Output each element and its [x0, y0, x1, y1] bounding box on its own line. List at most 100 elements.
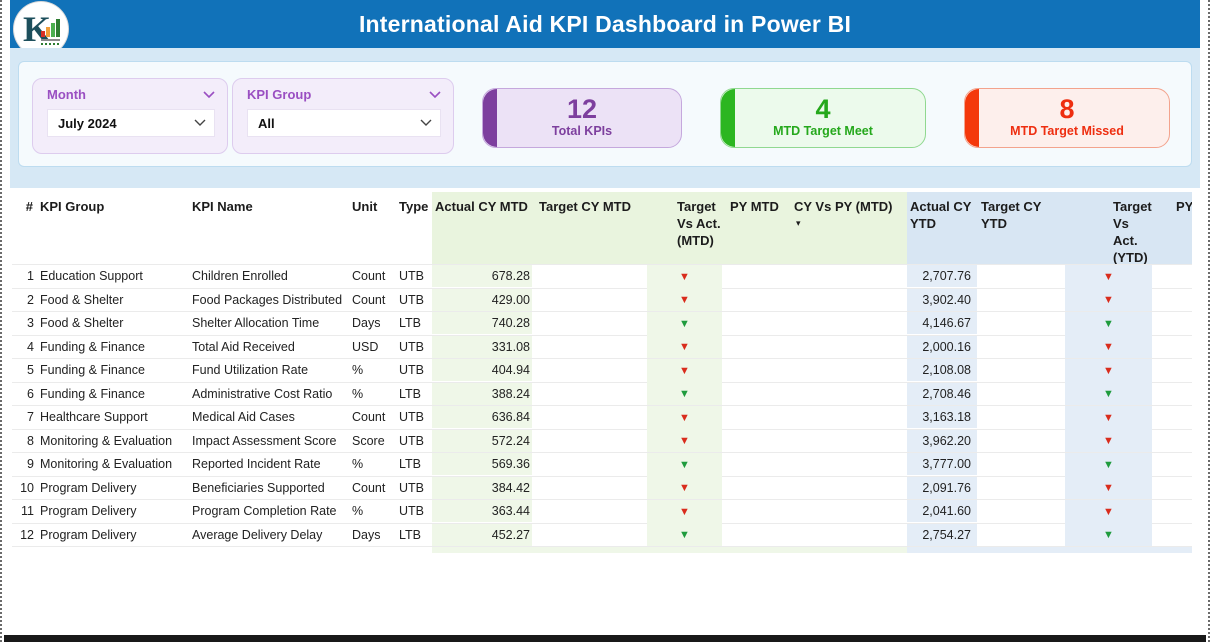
cell-kpi-group: Program Delivery	[40, 504, 137, 519]
down-arrow-icon: ▼	[679, 388, 690, 401]
cell-unit: Days	[352, 527, 381, 542]
down-arrow-icon: ▼	[679, 294, 690, 307]
col-header-num[interactable]: #	[25, 199, 33, 214]
cell-target-vs-act-mtd-indicator: ▼	[647, 335, 722, 359]
cell-row-number: 8	[27, 433, 34, 448]
cell-kpi-group: Food & Shelter	[40, 316, 124, 331]
table-row[interactable]: 2 Food & Shelter Food Packages Distributed…	[12, 287, 1192, 312]
kpi-table-footer	[12, 546, 1192, 553]
table-row[interactable]: 5 Funding & Finance Fund Utilization Rate%…	[12, 358, 1192, 382]
table-row[interactable]: 8 Monitoring & Evaluation Impact Assessmen…	[12, 428, 1192, 453]
cell-target-vs-act-mtd-indicator: ▼	[647, 405, 722, 429]
cell-actual-cy-ytd: 2,754.27	[907, 523, 977, 546]
col-header-kpi-name[interactable]: KPI Name	[192, 199, 253, 214]
col-header-target-vs-act-mtd[interactable]: Target Vs Act. (MTD)	[647, 192, 722, 264]
month-slicer-label: Month	[47, 87, 86, 102]
col-header-type[interactable]: Type	[399, 199, 429, 214]
mtd-target-missed-value: 8	[1059, 94, 1075, 124]
down-arrow-icon: ▼	[679, 529, 690, 542]
down-arrow-icon: ▼	[1103, 411, 1114, 424]
slicer-collapse-icon[interactable]	[203, 90, 215, 99]
mtd-target-meet-value: 4	[815, 94, 831, 124]
cell-actual-cy-ytd: 2,708.46	[907, 382, 977, 405]
col-header-actual-cy-ytd[interactable]: Actual CY YTD	[907, 192, 977, 264]
cell-target-vs-act-ytd-indicator: ▼	[1065, 335, 1152, 359]
cell-kpi-name: Reported Incident Rate	[192, 457, 321, 472]
cell-actual-cy-ytd: 2,000.16	[907, 335, 977, 358]
cell-type: UTB	[399, 269, 424, 284]
table-row[interactable]: 7 Healthcare Support Medical Aid Cases Coun…	[12, 405, 1192, 429]
cell-kpi-name: Food Packages Distributed	[192, 292, 343, 307]
slicer-collapse-icon[interactable]	[429, 90, 441, 99]
cell-row-number: 12	[20, 527, 34, 542]
cell-type: LTB	[399, 527, 421, 542]
cell-kpi-name: Impact Assessment Score	[192, 433, 337, 448]
cell-row-number: 3	[27, 316, 34, 331]
col-header-kpi-group[interactable]: KPI Group	[40, 199, 105, 214]
down-arrow-icon: ▼	[1103, 270, 1114, 283]
cell-actual-cy-ytd: 2,108.08	[907, 359, 977, 382]
cell-kpi-group: Funding & Finance	[40, 363, 145, 378]
down-arrow-icon: ▼	[1103, 482, 1114, 495]
cell-target-vs-act-mtd-indicator: ▼	[647, 311, 722, 335]
cell-target-vs-act-ytd-indicator: ▼	[1065, 476, 1152, 500]
cell-row-number: 5	[27, 363, 34, 378]
cell-unit: Score	[352, 433, 385, 448]
cell-target-vs-act-ytd-indicator: ▼	[1065, 264, 1152, 288]
cell-kpi-name: Beneficiaries Supported	[192, 480, 325, 495]
cell-actual-cy-mtd: 572.24	[432, 429, 532, 452]
cell-actual-cy-ytd: 2,041.60	[907, 500, 977, 523]
down-arrow-icon: ▼	[679, 435, 690, 448]
cell-actual-cy-mtd: 678.28	[432, 265, 532, 288]
kpi-group-slicer: KPI Group All	[232, 78, 454, 154]
cell-target-vs-act-ytd-indicator: ▼	[1065, 523, 1152, 547]
cell-actual-cy-ytd: 3,777.00	[907, 453, 977, 476]
cell-kpi-group: Program Delivery	[40, 527, 137, 542]
table-row[interactable]: 9 Monitoring & Evaluation Reported Inciden…	[12, 452, 1192, 476]
mtd-target-missed-card[interactable]: 8 MTD Target Missed	[964, 88, 1170, 148]
col-header-unit[interactable]: Unit	[352, 199, 378, 214]
cell-unit: %	[352, 457, 364, 472]
mtd-target-missed-label: MTD Target Missed	[1010, 124, 1124, 138]
down-arrow-icon: ▼	[1103, 435, 1114, 448]
table-row[interactable]: 10 Program Delivery Beneficiaries Supporte…	[12, 475, 1192, 500]
cell-target-vs-act-ytd-indicator: ▼	[1065, 405, 1152, 429]
col-header-py-mtd[interactable]: PY MTD	[722, 192, 782, 264]
cell-actual-cy-mtd: 740.28	[432, 312, 532, 335]
month-dropdown-value: July 2024	[58, 115, 117, 131]
cell-type: UTB	[399, 504, 424, 519]
table-row[interactable]: 4 Funding & Finance Total Aid Received USD U…	[12, 334, 1192, 359]
table-row[interactable]: 6 Funding & Finance Administrative Cost Ra…	[12, 381, 1192, 406]
col-header-target-vs-act-ytd[interactable]: Target Vs Act. (YTD)	[1065, 192, 1152, 264]
cell-unit: Days	[352, 316, 381, 331]
total-kpis-card[interactable]: 12 Total KPIs	[482, 88, 682, 148]
cell-target-vs-act-mtd-indicator: ▼	[647, 358, 722, 382]
card-accent-bar	[965, 89, 979, 147]
down-arrow-icon: ▼	[679, 505, 690, 518]
col-header-target-cy-mtd[interactable]: Target CY MTD	[532, 192, 647, 264]
table-row[interactable]: 12 Program Delivery Average Delivery Delay…	[12, 522, 1192, 547]
cell-unit: USD	[352, 339, 379, 354]
cell-type: UTB	[399, 480, 424, 495]
cell-kpi-group: Funding & Finance	[40, 386, 145, 401]
table-row[interactable]: 1 Education Support Children Enrolled Count…	[12, 264, 1192, 288]
col-header-cy-vs-py-mtd[interactable]: CY Vs PY (MTD) ▾	[782, 192, 907, 264]
cell-kpi-name: Shelter Allocation Time	[192, 316, 320, 331]
cell-kpi-name: Fund Utilization Rate	[192, 363, 309, 378]
cell-target-vs-act-mtd-indicator: ▼	[647, 523, 722, 547]
col-header-actual-cy-mtd[interactable]: Actual CY MTD	[432, 192, 532, 264]
col-header-target-cy-ytd[interactable]: Target CY YTD	[977, 192, 1065, 264]
cell-unit: Count	[352, 480, 386, 495]
mtd-target-meet-card[interactable]: 4 MTD Target Meet	[720, 88, 926, 148]
cell-kpi-name: Administrative Cost Ratio	[192, 386, 333, 401]
kpi-group-dropdown[interactable]: All	[247, 109, 441, 137]
kpi-table-body: 1 Education Support Children Enrolled Count…	[12, 264, 1192, 547]
month-dropdown[interactable]: July 2024	[47, 109, 215, 137]
table-row[interactable]: 11 Program Delivery Program Completion Rat…	[12, 499, 1192, 523]
table-row[interactable]: 3 Food & Shelter Shelter Allocation Time Da…	[12, 311, 1192, 335]
col-header-py-ytd[interactable]: PY	[1152, 192, 1192, 264]
cell-actual-cy-mtd: 363.44	[432, 500, 532, 523]
cell-target-vs-act-ytd-indicator: ▼	[1065, 499, 1152, 523]
kpi-table-header: # KPI Group KPI Name Unit Type Actual CY…	[12, 192, 1192, 264]
down-arrow-icon: ▼	[679, 482, 690, 495]
